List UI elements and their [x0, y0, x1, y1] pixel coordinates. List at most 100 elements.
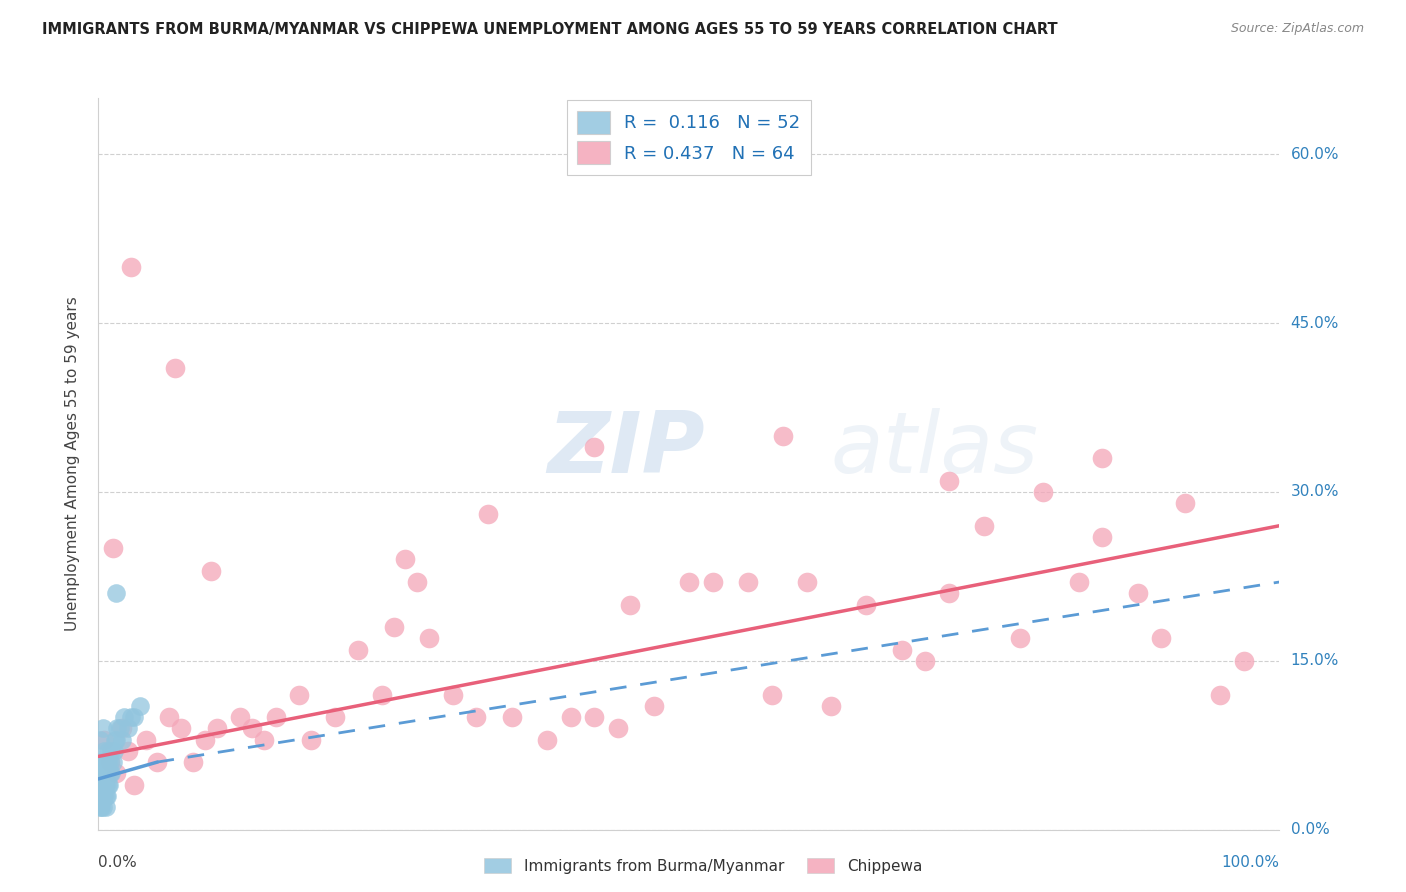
Point: [94, 766, 117, 780]
Point: [93, 732, 115, 747]
Point: [105, 721, 128, 735]
Point: [1008, 632, 1031, 646]
Point: [165, 361, 187, 376]
Point: [371, 688, 394, 702]
Point: [240, 721, 263, 735]
Point: [112, 710, 135, 724]
Point: [288, 688, 311, 702]
Text: atlas: atlas: [831, 408, 1039, 491]
Point: [1126, 586, 1149, 600]
Point: [702, 574, 724, 589]
Point: [678, 574, 700, 589]
Point: [98, 778, 121, 792]
Point: [89, 755, 111, 769]
Point: [93, 766, 115, 780]
Point: [501, 710, 523, 724]
Point: [1174, 496, 1197, 510]
Point: [643, 698, 665, 713]
Point: [1091, 530, 1114, 544]
Point: [91, 789, 114, 803]
Point: [94, 778, 117, 792]
Point: [91, 766, 114, 780]
Point: [583, 710, 606, 724]
Point: [94, 789, 117, 803]
Point: [607, 721, 630, 735]
Point: [91, 800, 114, 814]
Point: [91, 778, 114, 792]
Point: [87, 789, 110, 803]
Point: [101, 755, 124, 769]
Point: [90, 789, 112, 803]
Point: [323, 710, 346, 724]
Point: [94, 800, 117, 814]
Point: [117, 744, 139, 758]
Point: [122, 778, 145, 792]
Point: [94, 755, 117, 769]
Point: [820, 698, 842, 713]
Point: [347, 642, 370, 657]
Text: 45.0%: 45.0%: [1291, 316, 1339, 331]
Text: IMMIGRANTS FROM BURMA/MYANMAR VS CHIPPEWA UNEMPLOYMENT AMONG AGES 55 TO 59 YEARS: IMMIGRANTS FROM BURMA/MYANMAR VS CHIPPEW…: [42, 22, 1057, 37]
Point: [93, 789, 115, 803]
Point: [111, 732, 134, 747]
Point: [105, 766, 128, 780]
Point: [97, 744, 120, 758]
Point: [772, 428, 794, 442]
Text: 0.0%: 0.0%: [1291, 822, 1329, 837]
Point: [97, 755, 120, 769]
Point: [914, 654, 936, 668]
Point: [253, 732, 276, 747]
Point: [90, 800, 112, 814]
Point: [98, 755, 121, 769]
Point: [91, 721, 114, 735]
Point: [1209, 688, 1232, 702]
Point: [560, 710, 582, 724]
Point: [128, 698, 150, 713]
Point: [1067, 574, 1090, 589]
Point: [1150, 632, 1173, 646]
Y-axis label: Unemployment Among Ages 55 to 59 years: Unemployment Among Ages 55 to 59 years: [65, 296, 80, 632]
Point: [194, 732, 217, 747]
Point: [90, 778, 112, 792]
Point: [105, 586, 128, 600]
Point: [117, 721, 139, 735]
Point: [98, 755, 121, 769]
Point: [96, 789, 118, 803]
Point: [299, 732, 322, 747]
Point: [135, 732, 157, 747]
Point: [100, 744, 122, 758]
Point: [170, 721, 193, 735]
Point: [973, 518, 995, 533]
Point: [761, 688, 783, 702]
Text: 30.0%: 30.0%: [1291, 484, 1339, 500]
Point: [583, 440, 606, 454]
Point: [122, 710, 145, 724]
Point: [465, 710, 488, 724]
Point: [89, 732, 111, 747]
Point: [105, 732, 128, 747]
Point: [100, 766, 122, 780]
Point: [146, 755, 169, 769]
Point: [229, 710, 252, 724]
Point: [96, 766, 118, 780]
Point: [93, 766, 115, 780]
Point: [1233, 654, 1256, 668]
Point: [418, 632, 440, 646]
Point: [200, 564, 222, 578]
Point: [89, 800, 111, 814]
Point: [98, 766, 121, 780]
Point: [108, 721, 131, 735]
Point: [890, 642, 912, 657]
Text: 0.0%: 0.0%: [98, 855, 138, 870]
Point: [938, 586, 960, 600]
Point: [101, 541, 124, 556]
Point: [205, 721, 228, 735]
Point: [96, 755, 118, 769]
Point: [406, 574, 429, 589]
Point: [382, 620, 405, 634]
Point: [89, 766, 111, 780]
Text: Source: ZipAtlas.com: Source: ZipAtlas.com: [1230, 22, 1364, 36]
Point: [181, 755, 204, 769]
Point: [938, 474, 960, 488]
Point: [1032, 485, 1054, 500]
